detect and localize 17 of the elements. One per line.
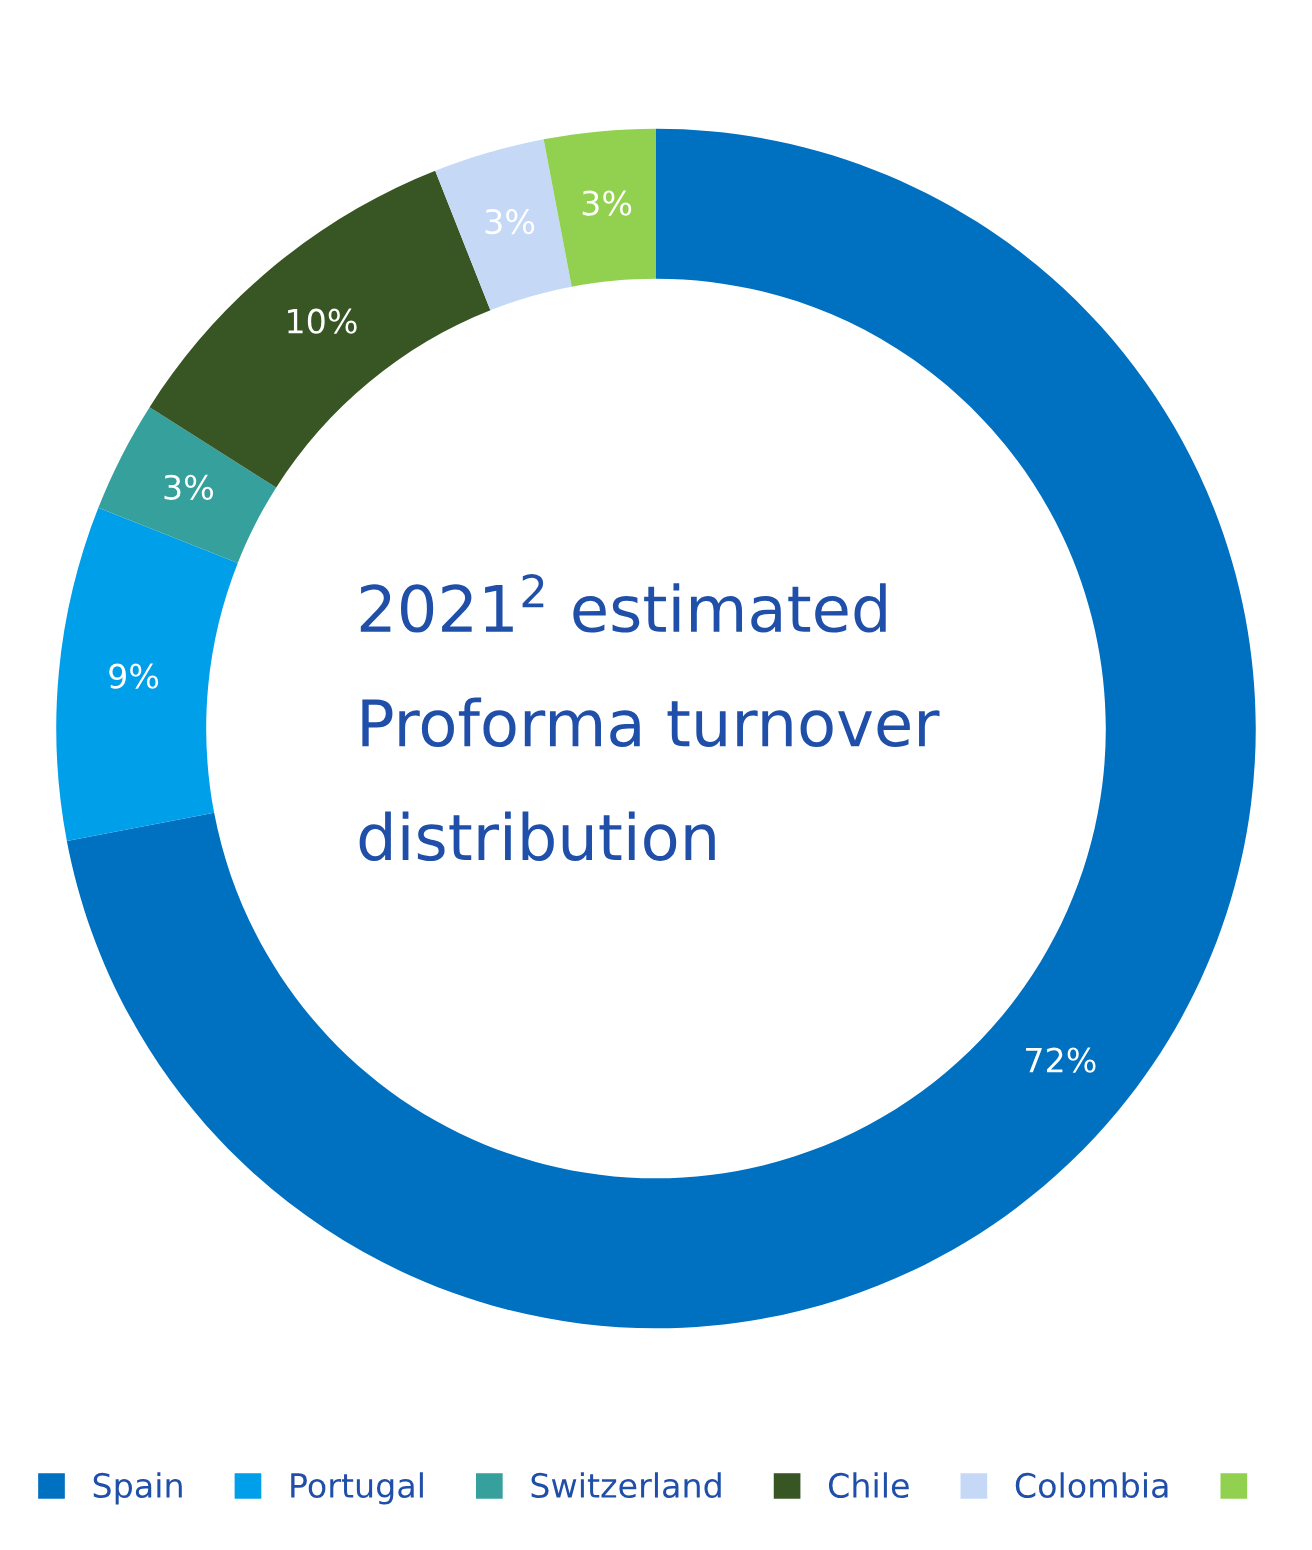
- legend-label: Portugal: [291, 1472, 423, 1505]
- text: 2021$^{2}$ estimated Proforma turnover distribution: [359, 574, 940, 861]
- data-label: 9%: [109, 663, 159, 689]
- legend-label: Spain: [93, 1472, 182, 1505]
- donut-slice: [98, 407, 277, 563]
- data-label: 72%: [1026, 1047, 1096, 1073]
- data-label: 3%: [582, 190, 632, 216]
- legend-label: Switzerland: [531, 1472, 721, 1499]
- legend-label: Colombia: [1015, 1472, 1168, 1499]
- data-label: 10%: [288, 308, 357, 334]
- donut-slice: [66, 128, 1256, 1329]
- donut-slice: [56, 507, 238, 841]
- data-label: 3%: [164, 474, 213, 500]
- legend-label: Chile: [828, 1472, 909, 1499]
- data-label: 3%: [485, 209, 535, 235]
- donut-slice: [543, 128, 656, 287]
- donut-slice: [435, 139, 572, 311]
